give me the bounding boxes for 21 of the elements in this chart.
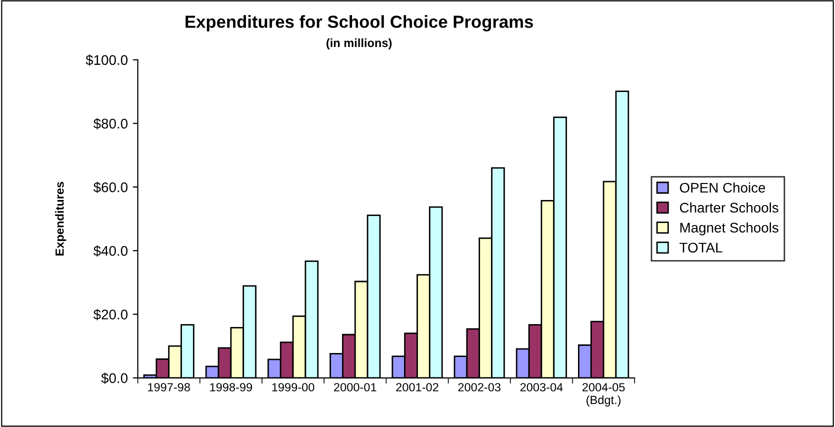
y-tick-label: $100.0 [86, 54, 128, 66]
chart-subtitle: (in millions) [326, 38, 392, 50]
y-tick-label: $80.0 [93, 118, 128, 130]
x-tick-label: 1998-99 [210, 383, 252, 392]
x-tick-label: 2003-04 [520, 383, 563, 392]
legend-label: TOTAL [680, 242, 722, 253]
legend-label: OPEN Choice [680, 182, 766, 193]
y-tick-label: $20.0 [93, 309, 128, 320]
x-tick-label: 2001-02 [396, 383, 438, 392]
chart-title: Expenditures for School Choice Programs [186, 15, 533, 32]
x-tick-label: 1999-00 [272, 383, 314, 392]
x-tick-label: 2004-05 (Bdgt.) [582, 383, 625, 406]
legend-label: Charter Schools [680, 202, 778, 213]
y-tick-label: $60.0 [93, 182, 128, 194]
y-axis-title: Expenditures [55, 182, 66, 256]
y-tick-label: $40.0 [93, 245, 128, 257]
legend-label: Magnet Schools [680, 222, 778, 236]
x-tick-label: 2000-01 [334, 383, 376, 392]
x-tick-label: 2002-03 [458, 383, 500, 392]
y-tick-label: $0.0 [101, 372, 128, 384]
x-tick-label: 1997-98 [148, 383, 190, 392]
